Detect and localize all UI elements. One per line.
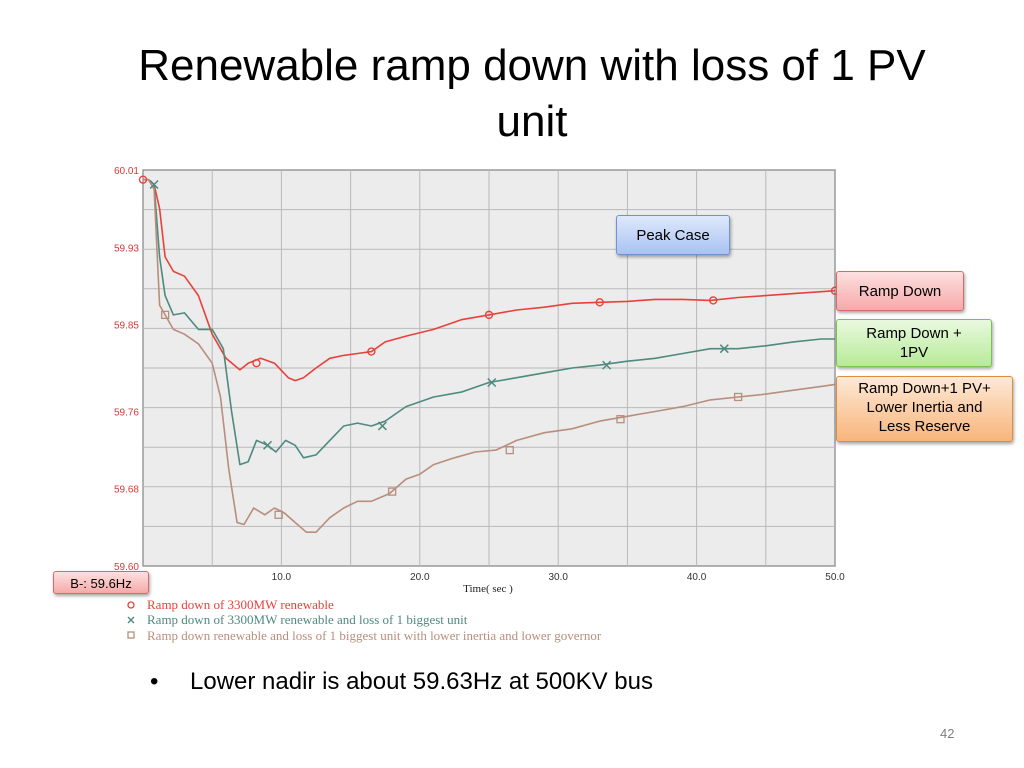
data-point-square [733, 392, 743, 402]
legend-x-marker [127, 616, 135, 624]
x-axis-ticks: 10.0 20.0 30.0 40.0 50.0 [272, 572, 846, 583]
legend-item-ramp-down-low-inertia: Ramp down renewable and loss of 1 bigges… [127, 628, 602, 643]
legend-label: Ramp down renewable and loss of 1 bigges… [147, 628, 602, 643]
legend-square-marker [127, 631, 135, 639]
data-point-circle [252, 358, 261, 368]
data-point-square [616, 415, 625, 424]
legend-item-ramp-down: Ramp down of 3300MW renewable [127, 597, 334, 612]
ramp-down-1pv-callout: Ramp Down + 1PV [836, 319, 992, 367]
series-line-3 [143, 178, 836, 534]
legend-label: Ramp down of 3300MW renewable [147, 597, 334, 612]
data-point-circle [484, 310, 494, 320]
x-tick-label: 10.0 [272, 572, 292, 583]
b-minus-label: B-: 59.6Hz [70, 576, 132, 591]
x-tick-label: 50.0 [825, 572, 845, 583]
series-lines [143, 178, 836, 534]
legend-circle-marker [127, 601, 135, 609]
data-point-square [274, 510, 283, 519]
data-point-circle [595, 298, 604, 307]
slide-number: 42 [940, 726, 955, 741]
y-tick-label: 59.76 [114, 407, 139, 418]
ramp-down-low-line-3: Less Reserve [878, 418, 971, 435]
ramp-down-low-line-1: Ramp Down+1 PV+ [858, 380, 991, 397]
slide-title: Renewable ramp down with loss of 1 PV un… [0, 38, 1024, 150]
y-axis-ticks: 60.01 59.93 59.85 59.76 59.68 59.60 [114, 166, 139, 573]
x-tick-label: 20.0 [410, 572, 430, 583]
series-markers [138, 175, 840, 519]
ramp-down-low-inertia-callout: Ramp Down+1 PV+ Lower Inertia and Less R… [836, 376, 1013, 442]
data-point-x [263, 440, 273, 450]
data-point-square [160, 310, 170, 320]
ramp-down-label: Ramp Down [858, 283, 942, 300]
slide-title-line-2: unit [496, 97, 568, 146]
data-point-square [387, 487, 397, 496]
slide-title-line-1: Renewable ramp down with loss of 1 PV [138, 41, 926, 90]
chart-legend: Ramp down of 3300MW renewable Ramp down … [127, 597, 602, 643]
series-line-2 [143, 178, 835, 466]
data-point-x [377, 421, 387, 431]
x-tick-label: 40.0 [687, 572, 707, 583]
series-line-1 [143, 178, 836, 382]
x-tick-label: 30.0 [548, 572, 568, 583]
y-tick-label: 59.85 [114, 321, 139, 332]
y-tick-label: 59.93 [114, 243, 139, 254]
peak-case-callout: Peak Case [616, 215, 730, 255]
bullet-symbol: • [150, 668, 159, 695]
y-tick-label: 59.68 [114, 485, 139, 496]
frequency-chart: 60.01 59.93 59.85 59.76 59.68 59.60 10.0… [114, 166, 846, 643]
ramp-down-1pv-line-2: 1PV [899, 344, 929, 361]
ramp-down-low-line-2: Lower Inertia and [866, 399, 983, 416]
data-point-x [602, 360, 612, 370]
ramp-down-1pv-line-1: Ramp Down + [866, 325, 962, 342]
data-point-circle [709, 296, 718, 305]
b-minus-callout: B-: 59.6Hz [53, 571, 149, 594]
data-point-circle [367, 347, 376, 356]
y-tick-label: 60.01 [114, 166, 139, 177]
data-point-x [487, 377, 497, 388]
ramp-down-callout: Ramp Down [836, 271, 964, 311]
legend-item-ramp-down-loss: Ramp down of 3300MW renewable and loss o… [127, 612, 468, 627]
data-point-x [719, 344, 729, 354]
bullet-text: Lower nadir is about 59.63Hz at 500KV bu… [190, 668, 653, 695]
x-axis-label: Time( sec ) [463, 583, 513, 595]
y-tick-label: 59.60 [114, 562, 139, 573]
data-point-circle [138, 175, 148, 184]
legend-label: Ramp down of 3300MW renewable and loss o… [147, 612, 468, 627]
bullet-point: • Lower nadir is about 59.63Hz at 500KV b… [150, 667, 653, 697]
data-point-square [505, 445, 514, 455]
peak-case-label: Peak Case [636, 227, 710, 244]
data-point-x [149, 179, 159, 190]
